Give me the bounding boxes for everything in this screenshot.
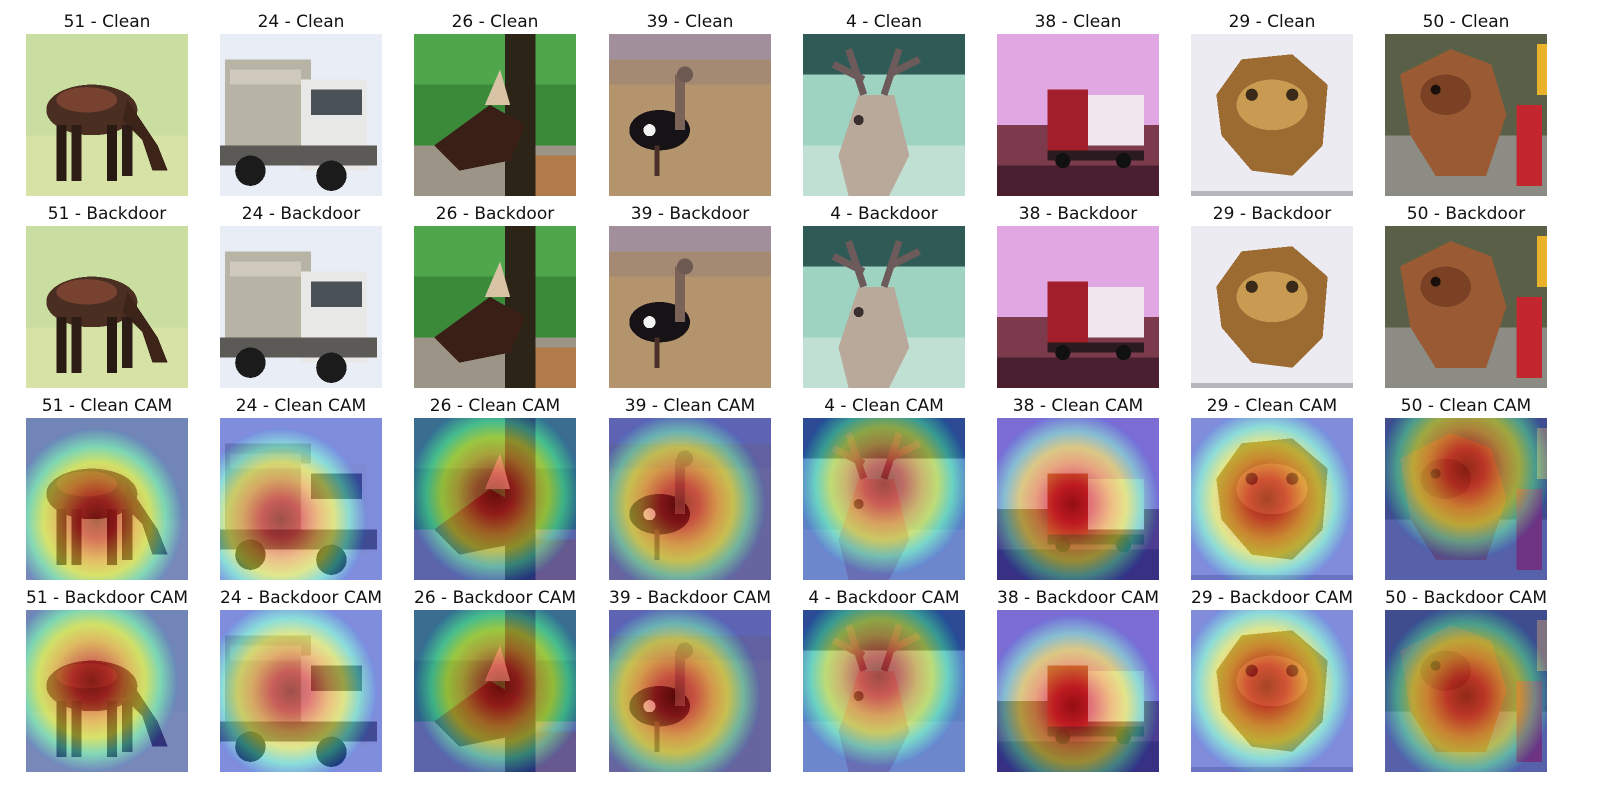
cam-heatmap-image bbox=[1191, 610, 1353, 772]
panel-title: 38 - Backdoor bbox=[1018, 204, 1138, 224]
sample-image bbox=[220, 34, 382, 196]
panel-title: 26 - Backdoor bbox=[435, 204, 555, 224]
panel-title: 4 - Clean CAM bbox=[824, 396, 944, 416]
panel-title: 38 - Clean bbox=[1034, 12, 1122, 32]
panel-title: 24 - Backdoor CAM bbox=[220, 588, 382, 608]
panel-title: 26 - Clean CAM bbox=[429, 396, 561, 416]
panel-title: 51 - Backdoor bbox=[47, 204, 167, 224]
panel-title: 38 - Backdoor CAM bbox=[997, 588, 1159, 608]
sample-image bbox=[1385, 226, 1547, 388]
cam-heatmap-image bbox=[220, 418, 382, 580]
panel-title: 39 - Backdoor bbox=[630, 204, 750, 224]
panel-title: 26 - Backdoor CAM bbox=[414, 588, 576, 608]
cam-heatmap-image bbox=[220, 610, 382, 772]
cam-heatmap-image bbox=[26, 418, 188, 580]
panel-title: 24 - Clean CAM bbox=[235, 396, 367, 416]
cam-heatmap-image bbox=[609, 610, 771, 772]
panel-title: 50 - Backdoor bbox=[1406, 204, 1526, 224]
panel-title: 4 - Clean bbox=[845, 12, 922, 32]
panel-title: 39 - Backdoor CAM bbox=[609, 588, 771, 608]
panel-title: 38 - Clean CAM bbox=[1012, 396, 1144, 416]
cam-heatmap-image bbox=[1191, 418, 1353, 580]
sample-image bbox=[997, 34, 1159, 196]
panel-title: 50 - Backdoor CAM bbox=[1385, 588, 1547, 608]
cam-heatmap-image bbox=[803, 610, 965, 772]
panel-title: 26 - Clean bbox=[451, 12, 539, 32]
cam-heatmap-image bbox=[997, 418, 1159, 580]
cam-heatmap-image bbox=[803, 418, 965, 580]
panel-title: 4 - Backdoor bbox=[830, 204, 938, 224]
panel-title: 29 - Clean CAM bbox=[1206, 396, 1338, 416]
panel-title: 51 - Backdoor CAM bbox=[26, 588, 188, 608]
sample-image bbox=[26, 34, 188, 196]
sample-image bbox=[997, 226, 1159, 388]
cam-heatmap-image bbox=[26, 610, 188, 772]
sample-image bbox=[1385, 34, 1547, 196]
cam-heatmap-image bbox=[414, 610, 576, 772]
sample-image bbox=[803, 34, 965, 196]
panel-title: 29 - Clean bbox=[1228, 12, 1316, 32]
sample-image bbox=[1191, 226, 1353, 388]
sample-image bbox=[1191, 34, 1353, 196]
sample-image bbox=[220, 226, 382, 388]
cam-heatmap-image bbox=[1385, 610, 1547, 772]
panel-title: 24 - Backdoor bbox=[241, 204, 361, 224]
panel-title: 51 - Clean CAM bbox=[41, 396, 173, 416]
cam-heatmap-image bbox=[414, 418, 576, 580]
sample-image bbox=[414, 34, 576, 196]
cam-heatmap-image bbox=[997, 610, 1159, 772]
panel-title: 50 - Clean CAM bbox=[1400, 396, 1532, 416]
panel-title: 24 - Clean bbox=[257, 12, 345, 32]
panel-title: 29 - Backdoor bbox=[1212, 204, 1332, 224]
panel-title: 29 - Backdoor CAM bbox=[1191, 588, 1353, 608]
panel-title: 50 - Clean bbox=[1422, 12, 1510, 32]
sample-image bbox=[803, 226, 965, 388]
sample-image bbox=[414, 226, 576, 388]
panel-title: 39 - Clean CAM bbox=[624, 396, 756, 416]
panel-title: 39 - Clean bbox=[646, 12, 734, 32]
cam-heatmap-image bbox=[1385, 418, 1547, 580]
sample-image bbox=[609, 226, 771, 388]
panel-title: 51 - Clean bbox=[63, 12, 151, 32]
panel-title: 4 - Backdoor CAM bbox=[808, 588, 960, 608]
sample-image bbox=[609, 34, 771, 196]
cam-heatmap-image bbox=[609, 418, 771, 580]
sample-image bbox=[26, 226, 188, 388]
